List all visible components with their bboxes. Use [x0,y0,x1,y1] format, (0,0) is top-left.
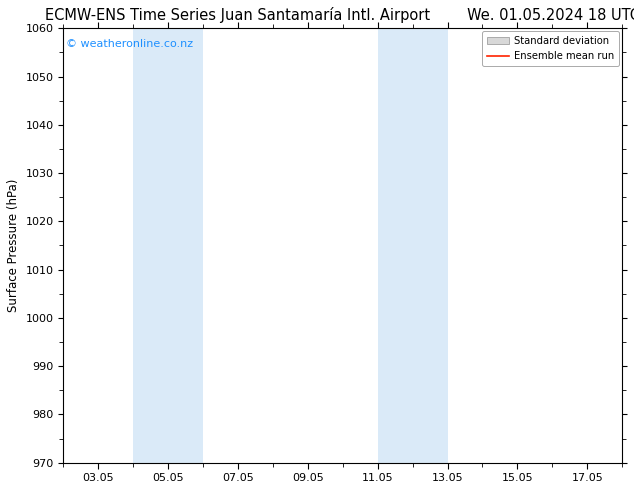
Text: © weatheronline.co.nz: © weatheronline.co.nz [66,39,193,49]
Bar [378,28,448,463]
Bar [133,28,203,463]
Title: ECMW-ENS Time Series Juan Santamaría Intl. Airport        We. 01.05.2024 18 UTC: ECMW-ENS Time Series Juan Santamaría Int… [45,7,634,23]
Y-axis label: Surface Pressure (hPa): Surface Pressure (hPa) [7,179,20,312]
Legend: Standard deviation, Ensemble mean run: Standard deviation, Ensemble mean run [482,31,619,66]
